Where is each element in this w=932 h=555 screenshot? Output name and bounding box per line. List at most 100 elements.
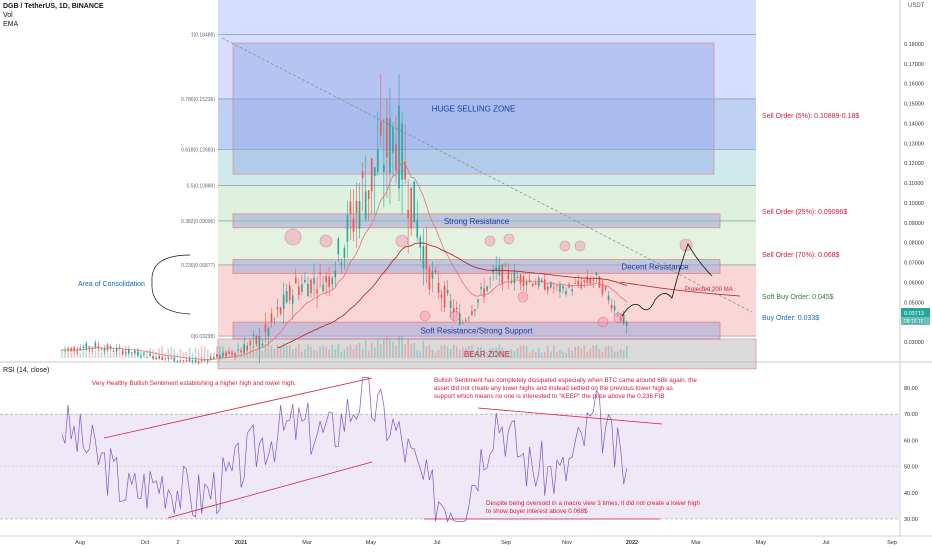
volume-bar	[598, 349, 601, 358]
candle-body	[540, 279, 543, 283]
rsi-annotation-oversold: Despite being oversold in a macro view 3…	[486, 500, 700, 515]
symbol-title: DGB / TetherUS, 1D, BINANCE	[3, 3, 104, 10]
volume-bar	[513, 351, 516, 358]
zone-box	[232, 213, 721, 229]
candle-body	[407, 209, 409, 219]
candle-body	[301, 284, 303, 292]
time-tick-label: Mar	[302, 540, 312, 546]
volume-bar	[550, 351, 552, 358]
trend-dashed-line	[221, 37, 753, 313]
volume-bar	[291, 349, 294, 358]
price-tag-label: 0.03713	[904, 311, 924, 317]
volume-bar	[91, 346, 94, 358]
candle-body	[118, 347, 121, 349]
volume-bar	[316, 350, 318, 358]
touch-marker-circle	[503, 233, 515, 245]
candle-body	[446, 290, 449, 294]
candle-body	[525, 282, 528, 285]
volume-bar	[188, 347, 191, 358]
volume-bar	[140, 351, 142, 358]
volume-bar	[559, 349, 561, 358]
candle-body	[449, 300, 452, 308]
candle-body	[288, 285, 291, 301]
volume-bar	[416, 349, 419, 358]
volume-bar	[131, 353, 133, 358]
volume-bar	[392, 341, 394, 358]
fib-band	[218, 98, 756, 150]
volume-bar	[121, 349, 124, 358]
volume-bar	[376, 339, 379, 358]
candle-body	[240, 350, 242, 353]
vol-label[interactable]: Vol	[3, 12, 13, 19]
candle-body	[392, 127, 394, 153]
candle-body	[76, 350, 78, 352]
volume-bar	[85, 347, 88, 358]
volume-bar	[446, 346, 449, 358]
candle-body	[337, 238, 340, 255]
candle-body	[434, 270, 437, 273]
candle-body	[486, 286, 488, 291]
candle-body	[282, 294, 285, 310]
volume-bar	[319, 346, 321, 358]
volume-bar	[285, 345, 288, 358]
volume-bar	[106, 346, 109, 358]
zone-label: Soft Resistance/Strong Support	[420, 327, 533, 336]
candle-body	[285, 291, 288, 303]
volume-bar	[553, 345, 555, 358]
candle-body	[404, 161, 406, 180]
ema-line	[61, 161, 628, 360]
volume-bar	[410, 344, 412, 358]
fib-level-label: 0(0.03298)	[191, 334, 216, 340]
volume-bar	[225, 350, 227, 358]
candle-body	[143, 352, 145, 354]
volume-bar	[556, 352, 558, 358]
volume-bar	[182, 352, 185, 358]
volume-bar	[443, 344, 446, 358]
price-tick-label: 0.10000	[904, 201, 924, 207]
candle-body	[370, 158, 373, 192]
fib-level-label: 0.382(0.09096)	[181, 219, 215, 225]
candle-body	[267, 328, 270, 336]
price-tick-label: 0.16000	[904, 82, 924, 88]
fib-level-label: 0.5(0.10889)	[187, 183, 216, 189]
volume-bar	[79, 352, 82, 358]
volume-bar	[383, 339, 385, 358]
volume-bar	[216, 346, 218, 358]
price-tick-label: 0.03000	[904, 340, 924, 346]
volume-bar	[112, 350, 115, 358]
volume-bar	[507, 350, 510, 358]
volume-bar	[468, 345, 470, 358]
time-tick-label: 2022	[626, 540, 638, 546]
candle-body	[501, 264, 504, 284]
candle-body	[340, 262, 343, 266]
rsi-title[interactable]: RSI (14, close)	[3, 367, 50, 374]
candle-body	[440, 294, 443, 298]
volume-bar	[209, 352, 212, 358]
order-label: Sell Order (25%): 0.09096$	[762, 209, 847, 216]
volume-bar	[73, 347, 75, 358]
volume-bar	[367, 350, 370, 358]
volume-bar	[489, 348, 491, 358]
volume-bar	[562, 351, 564, 358]
volume-bar	[389, 337, 391, 358]
candle-body	[219, 355, 221, 358]
time-tick-label: Jul	[822, 540, 829, 546]
candle-body	[419, 237, 422, 248]
volume-bar	[571, 350, 573, 358]
volume-bar	[528, 352, 531, 358]
ema-label[interactable]: EMA	[3, 21, 19, 28]
volume-bar	[583, 345, 586, 358]
time-tick-label: Jul	[433, 540, 440, 546]
volume-bar	[237, 351, 239, 358]
candle-body	[458, 313, 461, 325]
volume-bar	[103, 352, 106, 358]
candle-body	[194, 359, 197, 362]
candle-body	[82, 347, 85, 349]
volume-bar	[437, 349, 440, 358]
volume-bar	[61, 350, 63, 358]
volume-bar	[477, 347, 479, 358]
candle-body	[504, 265, 507, 267]
rsi-annotation-dissipated: Bullish Sentiment has completely dissipa…	[434, 377, 697, 400]
volume-bar	[498, 344, 501, 358]
volume-bar	[146, 350, 148, 358]
